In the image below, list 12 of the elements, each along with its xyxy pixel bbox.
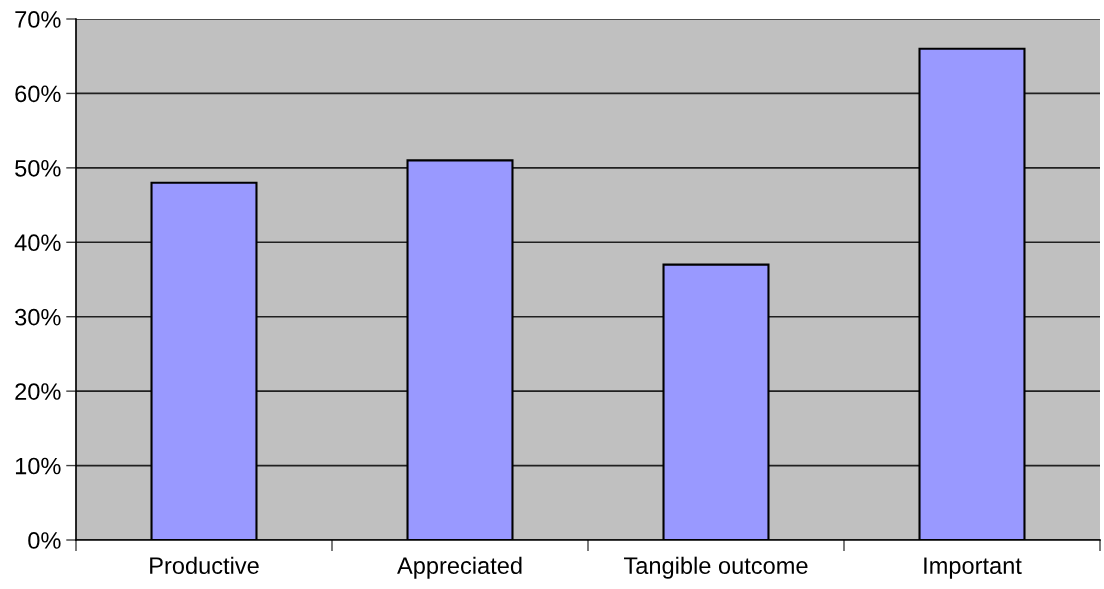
y-tick-label: 10%	[15, 457, 61, 475]
y-tick-label: 50%	[15, 159, 61, 177]
x-tick-label: Productive	[150, 556, 259, 575]
y-tick-label: 40%	[14, 234, 61, 252]
y-tick-label: 0%	[28, 532, 61, 549]
y-tick-label: 20%	[15, 383, 61, 400]
x-tick-label: Tangible outcome	[624, 556, 808, 579]
y-tick-label: 70%	[15, 11, 61, 28]
y-tick-label: 60%	[15, 85, 61, 103]
y-tick-label: 30%	[15, 308, 61, 326]
x-tick-label: Appreciated	[397, 556, 522, 579]
x-tick-label: Important	[924, 557, 1022, 579]
